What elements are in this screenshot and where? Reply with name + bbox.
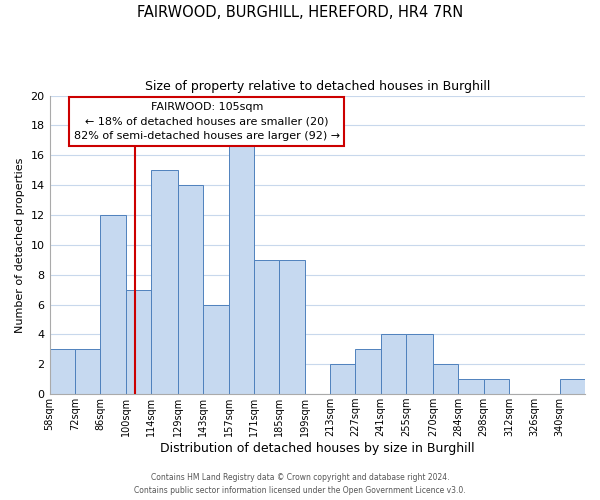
Bar	[254, 260, 279, 394]
Bar	[279, 260, 305, 394]
Text: FAIRWOOD: 105sqm
← 18% of detached houses are smaller (20)
82% of semi-detached : FAIRWOOD: 105sqm ← 18% of detached house…	[74, 102, 340, 141]
Bar	[406, 334, 433, 394]
Bar	[50, 350, 75, 394]
Bar	[125, 290, 151, 394]
X-axis label: Distribution of detached houses by size in Burghill: Distribution of detached houses by size …	[160, 442, 475, 455]
Text: Contains HM Land Registry data © Crown copyright and database right 2024.
Contai: Contains HM Land Registry data © Crown c…	[134, 473, 466, 495]
Bar	[75, 350, 100, 394]
Title: Size of property relative to detached houses in Burghill: Size of property relative to detached ho…	[145, 80, 490, 93]
Y-axis label: Number of detached properties: Number of detached properties	[15, 157, 25, 332]
Bar	[484, 379, 509, 394]
Bar	[151, 170, 178, 394]
Bar	[330, 364, 355, 394]
Bar	[380, 334, 406, 394]
Bar	[560, 379, 585, 394]
Bar	[433, 364, 458, 394]
Bar	[100, 215, 125, 394]
Bar	[203, 304, 229, 394]
Text: FAIRWOOD, BURGHILL, HEREFORD, HR4 7RN: FAIRWOOD, BURGHILL, HEREFORD, HR4 7RN	[137, 5, 463, 20]
Bar	[458, 379, 484, 394]
Bar	[229, 140, 254, 394]
Bar	[355, 350, 380, 394]
Bar	[178, 185, 203, 394]
